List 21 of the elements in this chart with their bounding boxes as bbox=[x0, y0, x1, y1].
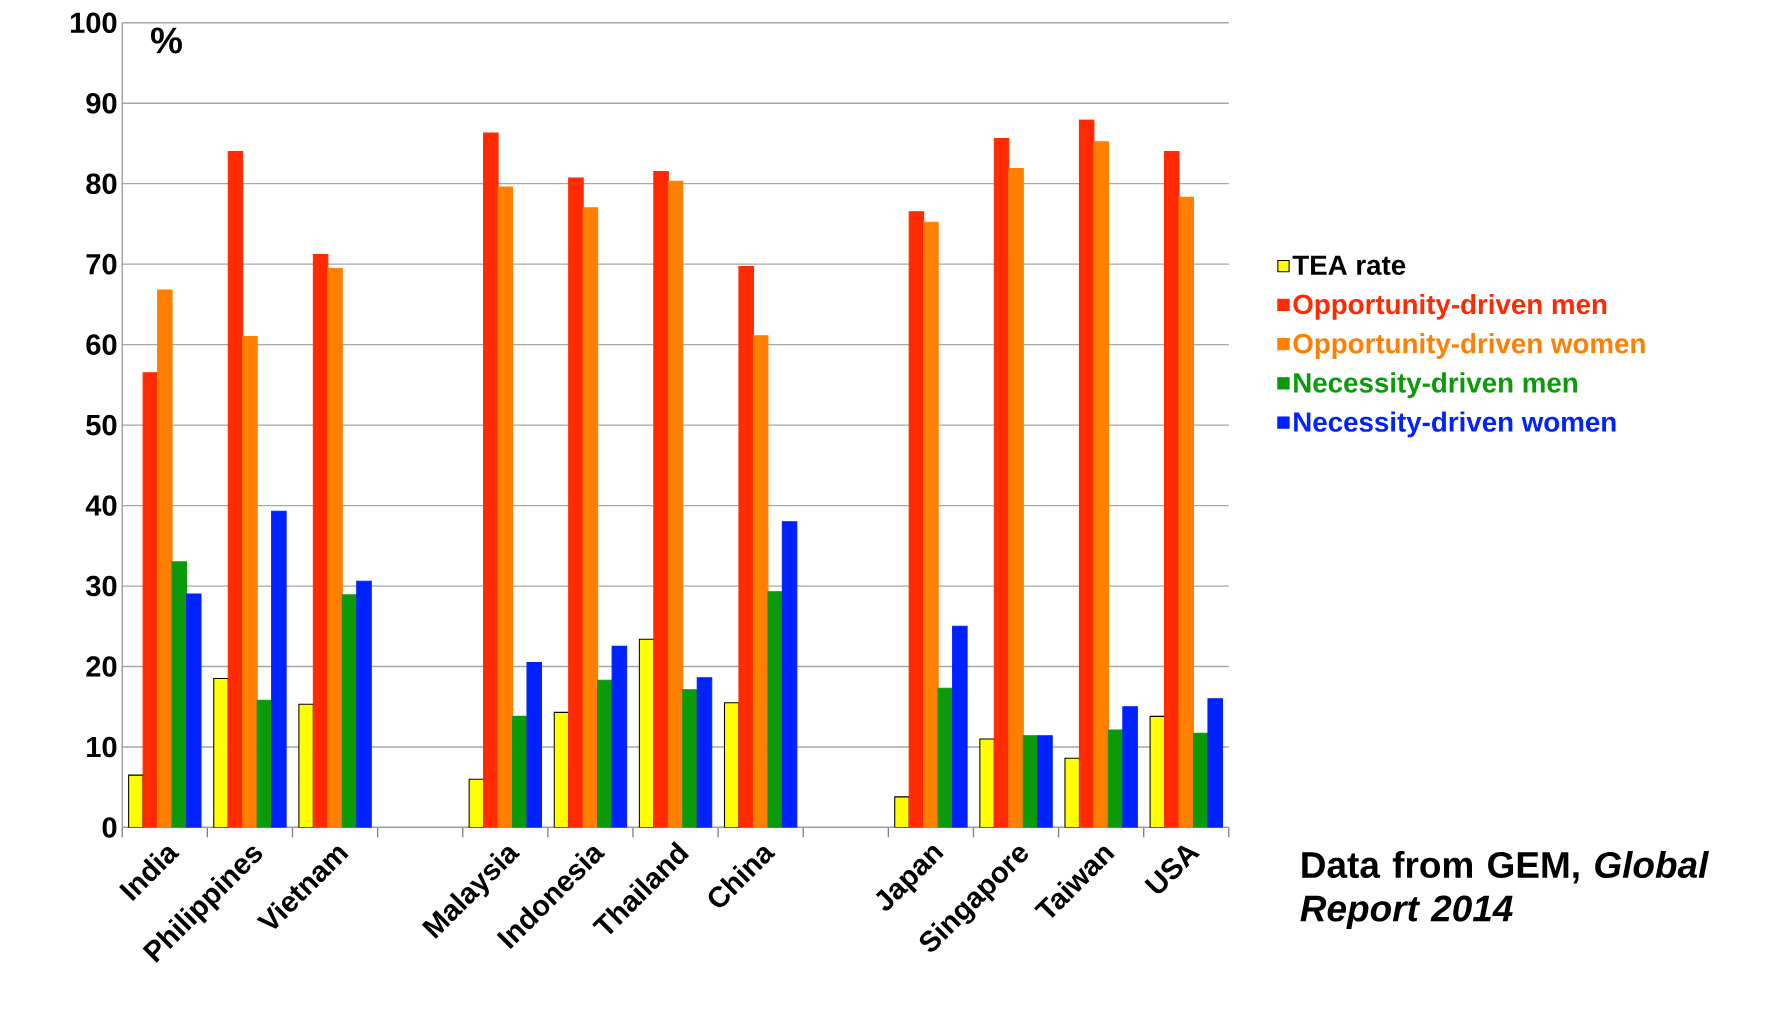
y-tick-label: 50 bbox=[86, 415, 117, 436]
legend-label: TEA rate bbox=[1292, 255, 1406, 276]
y-tick-label: 10 bbox=[87, 736, 117, 758]
y-tick-label: 40 bbox=[85, 495, 117, 517]
y-tick-label: 60 bbox=[86, 334, 117, 356]
y-tick-label: 0 bbox=[102, 817, 117, 838]
y-tick-label: 100 bbox=[70, 12, 117, 34]
x-tick-label: USA bbox=[1144, 845, 1201, 894]
legend-label: Necessity-driven women bbox=[1294, 411, 1616, 438]
y-tick-label: 80 bbox=[86, 173, 117, 195]
legend-label: Opportunity-driven women bbox=[1293, 333, 1645, 360]
text: Data from GEM, Global Report 2014 bbox=[1300, 851, 1709, 930]
y-tick-label: 70 bbox=[86, 254, 117, 275]
bar bbox=[213, 678, 229, 828]
y-axis-title: % bbox=[151, 27, 182, 54]
y-tick-label: 20 bbox=[86, 656, 117, 678]
y-tick-label: 30 bbox=[85, 575, 117, 597]
legend-label: Opportunity-driven men bbox=[1293, 294, 1607, 320]
bar bbox=[894, 796, 910, 828]
legend-label: Necessity-driven men bbox=[1294, 372, 1577, 399]
y-tick-label: 90 bbox=[86, 93, 117, 114]
